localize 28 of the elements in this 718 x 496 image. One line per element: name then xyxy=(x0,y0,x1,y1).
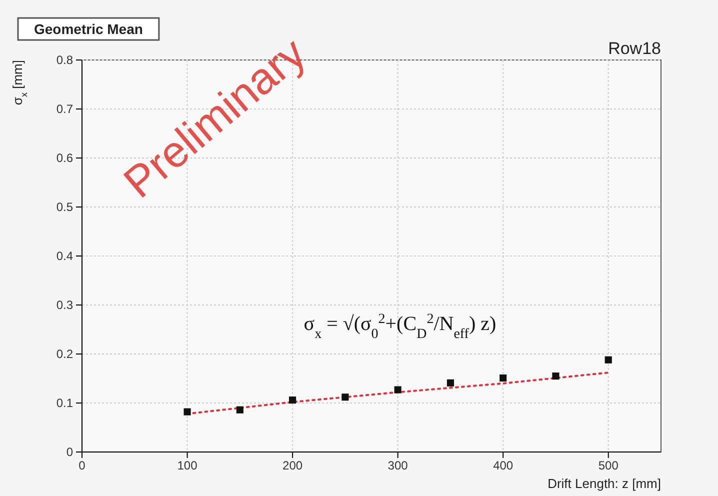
y-tick-label: 0.2 xyxy=(56,346,74,361)
y-tick-label: 0.7 xyxy=(56,102,74,116)
text: σ$_{x}$ = √(σ$_{0}$$^{2}$+(C$_{D}$$^{2}$/N$_{eff}$) z) xyxy=(304,312,496,342)
x-axis-title: Drift Length: z [mm] xyxy=(548,476,661,491)
point xyxy=(184,408,191,416)
y-tick-label: 0.8 xyxy=(56,52,74,67)
chart-subtitle: Row18 xyxy=(608,39,661,58)
x-tick-label: 300 xyxy=(388,458,408,473)
x-tick-label: 500 xyxy=(598,458,619,473)
x-tick-label: 0 xyxy=(78,458,86,473)
point xyxy=(289,396,296,404)
point xyxy=(394,386,402,394)
y-tick-label: 0 xyxy=(66,444,74,459)
point xyxy=(342,394,349,401)
x-tick-label: 100 xyxy=(177,458,198,473)
y-tick-label: 0.4 xyxy=(56,248,74,263)
point xyxy=(236,406,244,414)
point xyxy=(446,379,454,386)
point xyxy=(500,374,507,382)
y-tick-label: 0.1 xyxy=(56,396,74,410)
y-tick-label: 0.3 xyxy=(56,298,74,312)
y-tick-label: 0.6 xyxy=(56,150,74,165)
x-tick-label: 400 xyxy=(493,458,514,473)
chart-title: Geometric Mean xyxy=(34,21,143,37)
point xyxy=(604,356,612,364)
point xyxy=(552,372,560,380)
x-tick-label: 200 xyxy=(282,458,303,473)
y-tick-label: 0.5 xyxy=(56,200,74,214)
